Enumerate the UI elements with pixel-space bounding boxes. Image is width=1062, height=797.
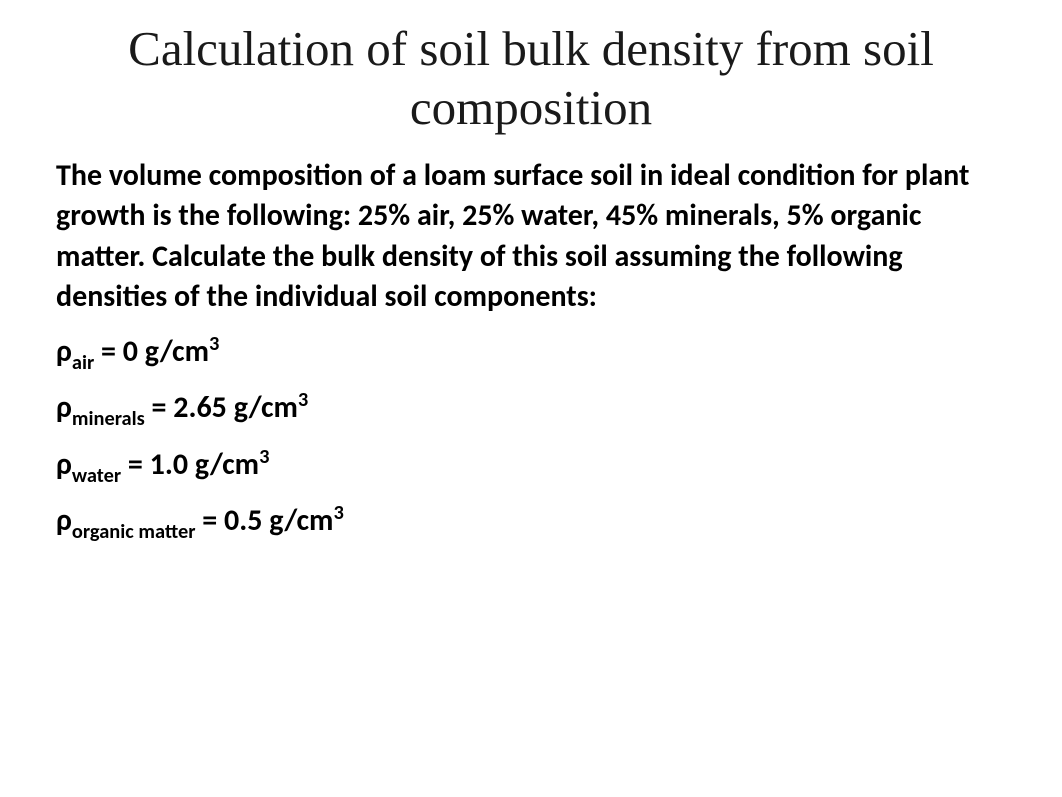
subscript-air: air xyxy=(72,351,94,375)
value-organic: 0.5 xyxy=(224,502,262,539)
rho-symbol: ρ xyxy=(56,333,72,370)
exponent: 3 xyxy=(298,388,308,412)
equals: = xyxy=(145,389,174,426)
density-list: ρair = 0 g/cm3 ρminerals = 2.65 g/cm3 ρw… xyxy=(56,330,1006,546)
subscript-water: water xyxy=(72,464,121,488)
unit-organic: g/cm xyxy=(269,502,333,539)
density-item-air: ρair = 0 g/cm3 xyxy=(56,330,1006,377)
equals: = xyxy=(121,446,150,483)
unit-water: g/cm xyxy=(195,446,259,483)
subscript-minerals: minerals xyxy=(72,407,145,431)
problem-statement: The volume composition of a loam surface… xyxy=(56,156,1006,318)
rho-symbol: ρ xyxy=(56,446,72,483)
unit-minerals: g/cm xyxy=(234,389,298,426)
subscript-organic: organic matter xyxy=(72,520,196,544)
density-item-water: ρwater = 1.0 g/cm3 xyxy=(56,443,1006,490)
unit-air: g/cm xyxy=(145,333,209,370)
density-item-minerals: ρminerals = 2.65 g/cm3 xyxy=(56,386,1006,433)
rho-symbol: ρ xyxy=(56,502,72,539)
density-item-organic: ρorganic matter = 0.5 g/cm3 xyxy=(56,499,1006,546)
value-minerals: 2.65 xyxy=(173,389,227,426)
exponent: 3 xyxy=(209,332,219,356)
equals: = xyxy=(94,333,123,370)
value-air: 0 xyxy=(123,333,138,370)
slide-title: Calculation of soil bulk density from so… xyxy=(56,20,1006,138)
exponent: 3 xyxy=(259,445,269,469)
exponent: 3 xyxy=(333,501,343,525)
equals: = xyxy=(195,502,224,539)
rho-symbol: ρ xyxy=(56,389,72,426)
value-water: 1.0 xyxy=(150,446,188,483)
